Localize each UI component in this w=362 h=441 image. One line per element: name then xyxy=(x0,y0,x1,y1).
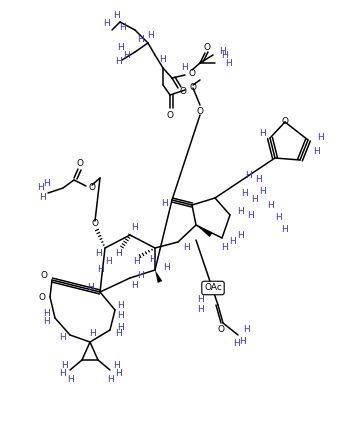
Text: H: H xyxy=(94,248,101,258)
Text: H: H xyxy=(107,375,113,385)
Text: H: H xyxy=(132,223,138,232)
Text: H: H xyxy=(147,30,153,40)
Text: O: O xyxy=(167,111,173,120)
Text: H: H xyxy=(119,23,126,33)
Text: H: H xyxy=(115,248,121,258)
Text: O: O xyxy=(218,325,224,333)
Text: O: O xyxy=(282,117,289,127)
Text: H: H xyxy=(113,360,119,370)
Text: H: H xyxy=(39,194,45,202)
Text: O: O xyxy=(76,160,84,168)
Text: H: H xyxy=(164,262,171,272)
Text: H: H xyxy=(117,310,123,319)
Text: O: O xyxy=(203,42,210,52)
Text: H: H xyxy=(136,35,143,45)
Text: O: O xyxy=(38,292,46,302)
Text: H: H xyxy=(115,57,121,67)
Text: H: H xyxy=(117,322,123,332)
Text: H: H xyxy=(115,329,121,337)
Text: O: O xyxy=(92,220,98,228)
Text: H: H xyxy=(243,325,249,335)
Text: H: H xyxy=(258,128,265,138)
Text: O: O xyxy=(189,83,197,93)
Text: H: H xyxy=(105,258,111,266)
Text: H: H xyxy=(229,236,235,246)
Text: H: H xyxy=(136,270,143,280)
Text: H: H xyxy=(222,243,228,253)
Text: H: H xyxy=(241,188,248,198)
Text: H: H xyxy=(97,265,104,274)
Text: H: H xyxy=(89,329,95,339)
Text: H: H xyxy=(134,258,140,266)
Text: H: H xyxy=(117,44,123,52)
Text: H: H xyxy=(219,48,226,56)
Text: H: H xyxy=(197,295,203,304)
Text: H: H xyxy=(282,225,289,235)
Text: H: H xyxy=(182,243,189,251)
Text: H: H xyxy=(59,333,66,343)
Text: H: H xyxy=(44,179,50,188)
Text: H: H xyxy=(115,370,121,378)
Text: H: H xyxy=(132,280,138,289)
Text: H: H xyxy=(225,59,231,67)
Text: H: H xyxy=(233,339,239,348)
Text: O: O xyxy=(197,108,203,116)
Text: H: H xyxy=(254,176,261,184)
Text: H: H xyxy=(258,187,265,197)
Text: H: H xyxy=(317,134,323,142)
Text: H: H xyxy=(124,51,130,60)
Text: O: O xyxy=(189,68,195,78)
Text: H: H xyxy=(37,183,43,193)
Text: H: H xyxy=(60,360,67,370)
Polygon shape xyxy=(196,225,212,237)
Text: H: H xyxy=(104,19,110,27)
Text: H: H xyxy=(87,283,93,292)
Text: H: H xyxy=(197,306,203,314)
Text: H: H xyxy=(67,375,73,385)
Text: H: H xyxy=(117,300,123,310)
Text: H: H xyxy=(59,370,66,378)
Text: H: H xyxy=(113,11,119,19)
Text: H: H xyxy=(252,195,258,205)
Text: H: H xyxy=(182,64,188,72)
Text: H: H xyxy=(44,309,50,318)
Text: H: H xyxy=(149,255,155,265)
Text: H: H xyxy=(267,201,273,209)
Text: H: H xyxy=(313,147,319,157)
Text: H: H xyxy=(275,213,281,223)
Text: O: O xyxy=(88,183,96,193)
Text: H: H xyxy=(237,208,243,217)
Text: H: H xyxy=(247,210,253,220)
Text: H: H xyxy=(245,171,251,179)
Polygon shape xyxy=(155,270,162,283)
Text: H: H xyxy=(159,56,165,64)
Text: H: H xyxy=(44,317,50,325)
Text: H: H xyxy=(240,336,247,345)
Text: H: H xyxy=(237,231,243,239)
Text: O: O xyxy=(180,87,186,97)
Text: OAc: OAc xyxy=(204,284,222,292)
Text: H: H xyxy=(222,51,228,60)
Text: H: H xyxy=(161,198,167,208)
Text: O: O xyxy=(41,270,47,280)
